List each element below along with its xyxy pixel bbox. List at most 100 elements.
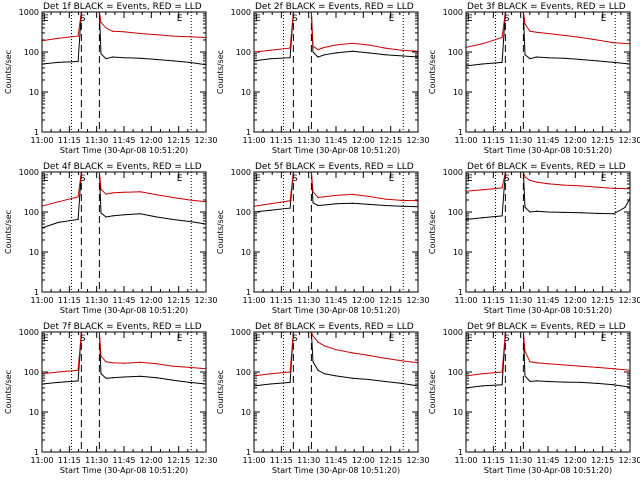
marker-label: S xyxy=(292,334,298,344)
series-point-lld xyxy=(501,36,503,39)
x-tick-label: 11:00 xyxy=(30,456,53,465)
x-tick-label: 11:30 xyxy=(85,296,108,305)
series-point-events xyxy=(368,52,370,54)
chart-panel-4: Det 4f BLACK = Events, RED = LLD Counts/s… xyxy=(4,162,218,315)
series-point-events xyxy=(580,381,582,383)
y-axis-title: Counts/sec xyxy=(4,50,13,94)
x-tick-label: 11:00 xyxy=(454,296,477,305)
x-tick-label: 11:45 xyxy=(112,296,135,305)
series-point-events xyxy=(368,378,370,381)
series-point-lld xyxy=(368,195,370,197)
x-tick-label: 12:00 xyxy=(352,296,375,305)
series-point-events xyxy=(111,56,114,58)
x-tick-label: 11:15 xyxy=(482,136,505,145)
series-point-lld xyxy=(317,341,319,343)
series-point-events xyxy=(57,381,60,383)
x-tick-label: 12:00 xyxy=(140,136,163,145)
series-point-events xyxy=(289,207,291,209)
plot-frame xyxy=(253,171,419,293)
x-tick-label: 11:15 xyxy=(482,296,505,305)
series-point-events xyxy=(269,209,271,211)
series-point-lld xyxy=(351,193,353,195)
series-point-events xyxy=(57,221,60,223)
y-tick-label: 100 xyxy=(236,48,251,57)
x-tick-label: 11:30 xyxy=(85,136,108,145)
series-point-lld xyxy=(335,44,337,46)
x-tick-label: 11:15 xyxy=(58,136,81,145)
x-tick-label: 12:00 xyxy=(564,296,587,305)
y-tick-label: 1 xyxy=(246,448,251,457)
series-point-events xyxy=(547,211,549,213)
y-tick-label: 1 xyxy=(34,128,39,137)
y-tick-label: 100 xyxy=(448,368,463,377)
y-tick-label: 100 xyxy=(448,48,463,57)
series-point-lld xyxy=(269,49,271,51)
y-axis-title: Counts/sec xyxy=(4,370,13,414)
y-tick-label: 10 xyxy=(453,408,463,417)
series-point-events xyxy=(335,203,337,205)
series-point-lld xyxy=(481,373,483,375)
y-tick-label: 10 xyxy=(453,88,463,97)
marker-label: S xyxy=(504,334,510,344)
series-point-lld xyxy=(57,201,60,203)
y-tick-label: 1000 xyxy=(443,168,463,177)
marker-label: E xyxy=(177,14,183,24)
series-point-lld xyxy=(156,34,158,36)
x-tick-label: 12:15 xyxy=(379,296,402,305)
marker-label: E xyxy=(389,334,395,344)
series-point-lld xyxy=(139,191,141,193)
series-point-events xyxy=(547,380,549,383)
series-point-lld xyxy=(312,335,314,337)
x-tick-label: 11:30 xyxy=(297,456,320,465)
series-point-events xyxy=(123,214,125,216)
x-tick-label: 12:15 xyxy=(591,136,614,145)
series-point-events xyxy=(123,57,125,59)
series-point-events xyxy=(111,377,114,379)
x-tick-label: 11:00 xyxy=(242,136,265,145)
series-point-lld xyxy=(547,363,549,365)
series-point-lld xyxy=(77,369,79,371)
series-point-events xyxy=(172,218,174,221)
series-point-lld xyxy=(139,361,141,363)
series-point-lld xyxy=(563,184,566,186)
series-point-lld xyxy=(77,35,79,37)
series-point-events xyxy=(111,215,114,217)
x-tick-label: 11:45 xyxy=(536,456,559,465)
panel-title: Det 4f BLACK = Events, RED = LLD xyxy=(43,162,202,172)
y-tick-label: 1000 xyxy=(19,168,39,177)
series-point-lld xyxy=(529,30,531,32)
series-point-lld xyxy=(289,200,291,202)
series-point-lld xyxy=(563,34,566,37)
series-point-events xyxy=(563,381,566,383)
plot-frame xyxy=(41,11,207,133)
series-point-lld xyxy=(123,191,125,193)
x-tick-label: 11:15 xyxy=(58,296,81,305)
series-point-events xyxy=(351,202,353,204)
x-tick-label: 11:15 xyxy=(58,456,81,465)
series-point-lld xyxy=(580,36,582,39)
x-axis-title: Start Time (30-Apr-08 10:51:20) xyxy=(60,466,188,475)
series-point-lld xyxy=(524,23,526,25)
x-tick-label: 11:45 xyxy=(324,456,347,465)
y-tick-label: 1 xyxy=(458,448,463,457)
x-tick-label: 12:15 xyxy=(167,456,190,465)
marker-label: E xyxy=(389,174,395,184)
y-tick-label: 1000 xyxy=(231,168,251,177)
series-point-events xyxy=(401,55,403,57)
series-point-events xyxy=(323,373,326,375)
series-point-lld xyxy=(172,365,174,367)
series-point-events xyxy=(312,202,314,204)
series-point-events xyxy=(580,58,582,61)
x-axis-title: Start Time (30-Apr-08 10:51:20) xyxy=(272,146,400,155)
x-tick-label: 11:45 xyxy=(536,136,559,145)
y-tick-label: 1000 xyxy=(443,328,463,337)
series-point-events xyxy=(100,373,102,375)
series-point-lld xyxy=(613,42,615,44)
series-point-lld xyxy=(524,176,526,178)
y-tick-label: 100 xyxy=(448,208,463,217)
y-axis-title: Counts/sec xyxy=(428,210,437,254)
series-point-events xyxy=(189,381,191,383)
series-point-lld xyxy=(105,193,107,195)
y-tick-label: 10 xyxy=(241,88,251,97)
series-point-lld xyxy=(335,349,337,351)
